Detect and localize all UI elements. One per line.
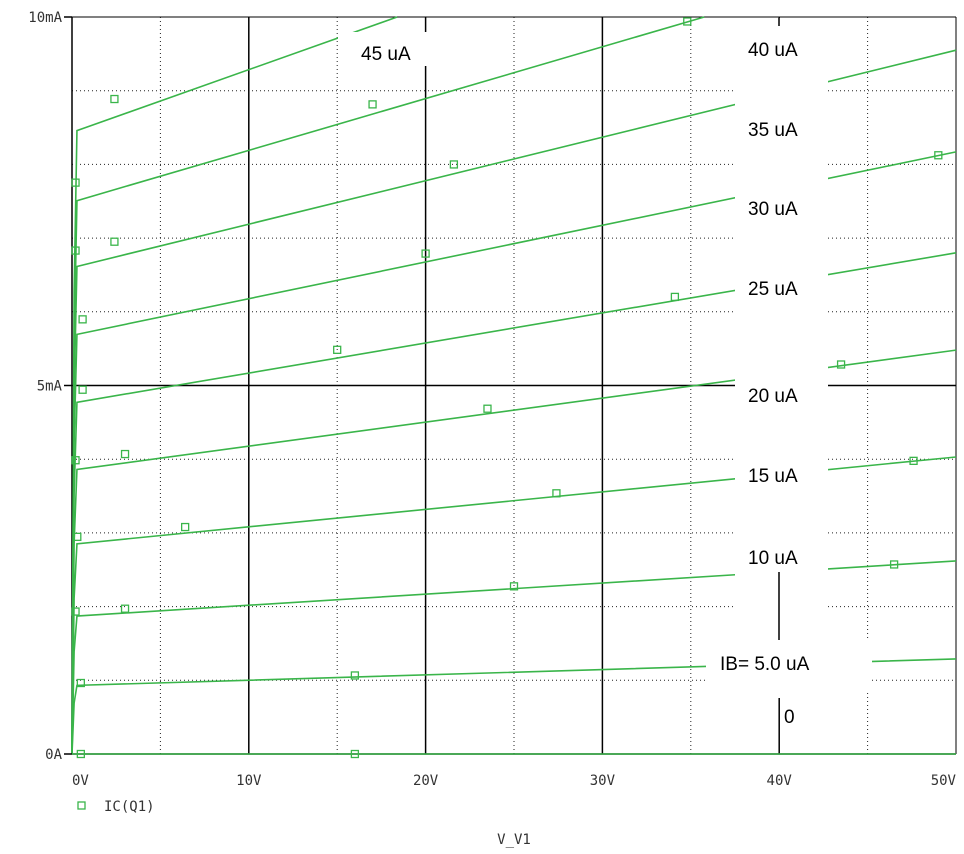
curves [71, 16, 957, 759]
curve-label: 10 uA [748, 548, 798, 569]
series-marker [78, 385, 87, 394]
x-tick-label: 50V [931, 773, 957, 789]
series-marker [120, 604, 130, 613]
series-marker [683, 17, 692, 26]
series-marker [509, 582, 519, 591]
label-mask [338, 32, 430, 66]
tick-labels: 0V 10V 20V 30V 40V 50V 0A 5mA 10mA [28, 10, 956, 789]
series-marker [350, 749, 360, 759]
legend: IC(Q1) [77, 799, 155, 815]
x-tick-label: 0V [72, 773, 89, 789]
curve-label: 20 uA [748, 386, 798, 407]
series-marker [76, 678, 85, 688]
series-marker [421, 249, 430, 258]
series-marker [670, 292, 680, 302]
legend-label: IC(Q1) [104, 799, 155, 815]
series-marker [934, 151, 943, 160]
series-marker [552, 489, 561, 498]
series-marker [350, 671, 360, 680]
curve-label: IB= 5.0 uA [720, 654, 810, 675]
series-marker [889, 560, 899, 569]
curve-label: 35 uA [748, 120, 798, 141]
x-tick-label: 30V [590, 773, 616, 789]
curve-label: 15 uA [748, 466, 798, 487]
series-marker [909, 456, 918, 465]
y-tick-label: 0A [45, 747, 62, 763]
curve-label: 30 uA [748, 199, 798, 220]
series-marker [449, 160, 459, 169]
curve-label: 0 [784, 707, 795, 728]
curve-label: 45 uA [361, 44, 411, 65]
label-mask [706, 638, 872, 690]
series-marker [483, 404, 492, 413]
series-marker [333, 345, 342, 354]
series-marker [181, 522, 190, 532]
x-axis-title: V_V1 [497, 832, 531, 848]
series-marker [120, 449, 130, 459]
series-marker [76, 749, 85, 759]
y-tick-label: 10mA [28, 10, 62, 26]
curve-labels: 0 IB= 5.0 uA 10 uA 15 uA 20 uA 25 uA 30 uA 35 u… [361, 40, 810, 728]
legend-marker [77, 801, 86, 810]
series-marker [836, 360, 846, 369]
series-marker [78, 315, 87, 324]
series-marker [368, 100, 377, 109]
y-tick-label: 5mA [37, 379, 63, 395]
curve-label: 25 uA [748, 279, 798, 300]
x-tick-label: 20V [413, 773, 439, 789]
series-marker [110, 94, 119, 104]
x-tick-label: 10V [236, 773, 262, 789]
series-marker [110, 237, 119, 246]
label-mask [735, 18, 828, 698]
x-tick-label: 40V [767, 773, 793, 789]
curve-label: 40 uA [748, 40, 798, 61]
series-line [71, 16, 398, 755]
label-masks [338, 18, 872, 698]
